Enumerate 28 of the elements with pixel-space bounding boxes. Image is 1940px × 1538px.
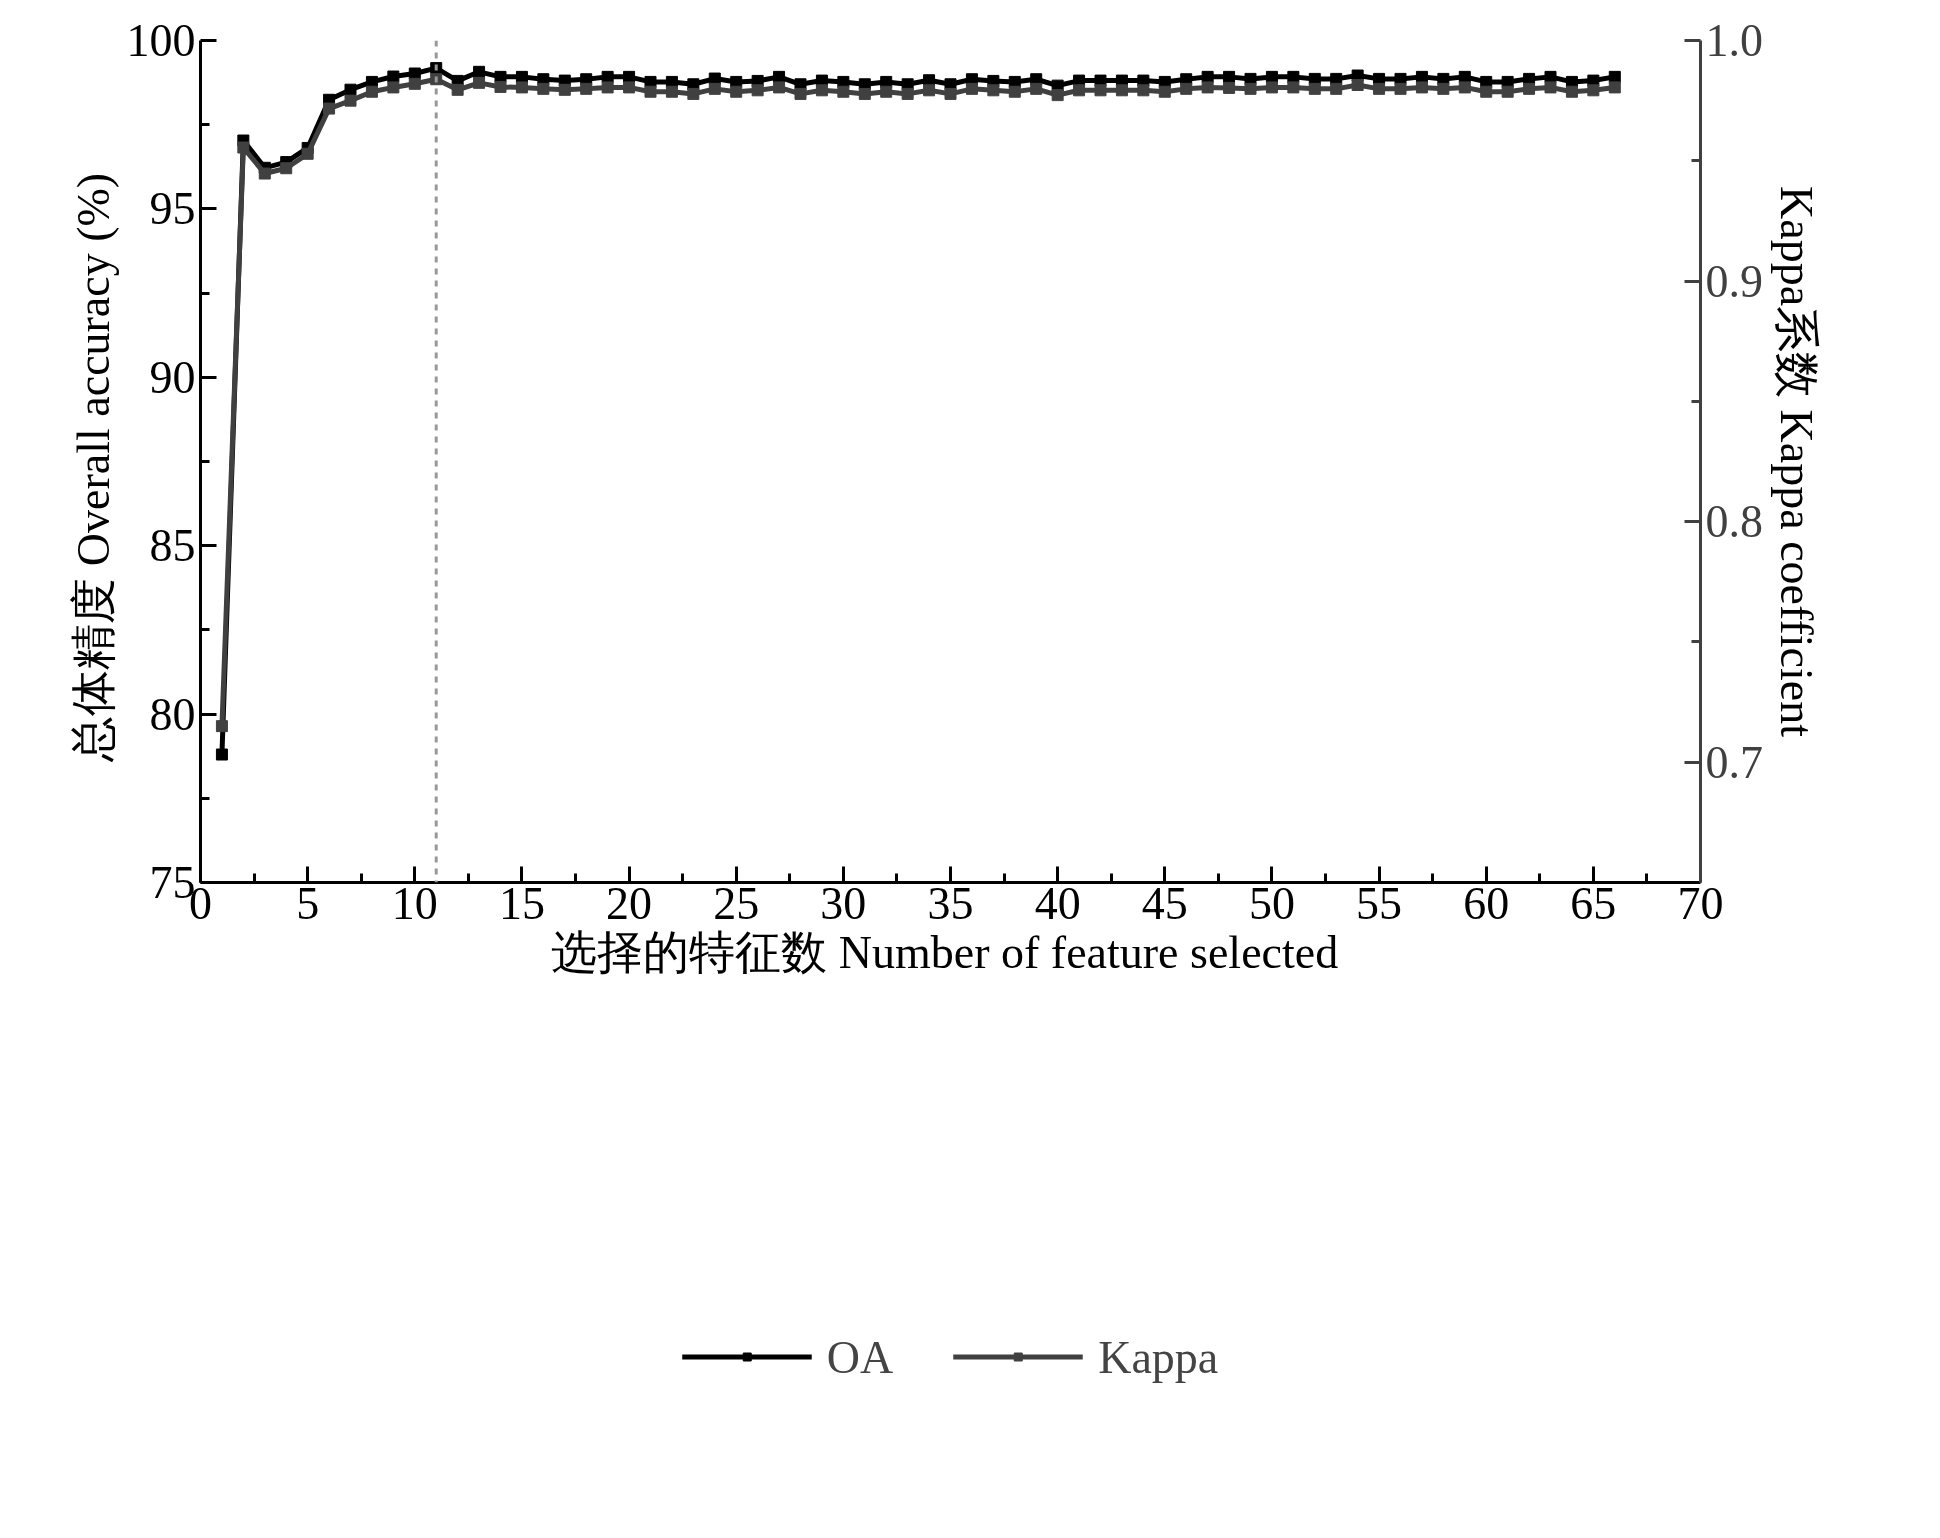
y2-tick-label: 0.9 bbox=[1705, 255, 1763, 307]
y2-axis-title: Kappa系数 Kappa coefficient bbox=[1771, 186, 1822, 738]
y-tick-label: 95 bbox=[149, 183, 196, 235]
legend-label: Kappa bbox=[1098, 1330, 1219, 1384]
y-tick-label: 100 bbox=[126, 15, 196, 66]
y-tick-label: 85 bbox=[149, 520, 196, 572]
x-tick-label: 30 bbox=[820, 877, 867, 929]
x-tick-label: 65 bbox=[1570, 877, 1617, 929]
y-axis-title: 总体精度 Overall accuracy (%) bbox=[67, 172, 119, 763]
x-axis-title: 选择的特征数 Number of feature selected bbox=[551, 926, 1339, 978]
y2-tick-label: 0.8 bbox=[1705, 496, 1763, 548]
x-tick-label: 60 bbox=[1463, 877, 1510, 929]
x-tick-label: 10 bbox=[391, 877, 438, 929]
y2-tick-label: 0.7 bbox=[1705, 736, 1763, 788]
x-tick-label: 50 bbox=[1248, 877, 1295, 929]
x-tick-label: 45 bbox=[1141, 877, 1188, 929]
x-tick-label: 20 bbox=[606, 877, 653, 929]
x-tick-label: 55 bbox=[1356, 877, 1403, 929]
x-tick-label: 35 bbox=[927, 877, 974, 929]
legend-label: OA bbox=[826, 1330, 894, 1384]
x-tick-label: 70 bbox=[1677, 877, 1724, 929]
y2-tick-label: 1.0 bbox=[1705, 15, 1763, 66]
y-tick-label: 90 bbox=[149, 351, 196, 403]
x-tick-label: 40 bbox=[1034, 877, 1081, 929]
y-tick-label: 80 bbox=[149, 688, 196, 740]
x-tick-label: 15 bbox=[498, 877, 545, 929]
x-tick-label: 5 bbox=[296, 877, 320, 929]
x-tick-label: 25 bbox=[713, 877, 760, 929]
